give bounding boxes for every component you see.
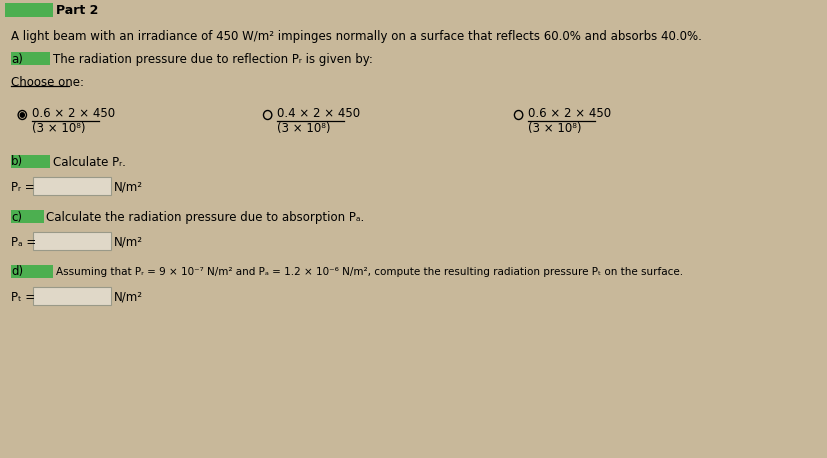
Text: c): c) bbox=[11, 211, 22, 224]
Text: 0.4 × 2 × 450: 0.4 × 2 × 450 bbox=[276, 107, 360, 120]
Text: The radiation pressure due to reflection Pᵣ is given by:: The radiation pressure due to reflection… bbox=[53, 53, 372, 65]
Text: Calculate Pᵣ.: Calculate Pᵣ. bbox=[53, 156, 126, 169]
Text: N/m²: N/m² bbox=[113, 235, 142, 249]
Text: Assuming that Pᵣ = 9 × 10⁻⁷ N/m² and Pₐ = 1.2 × 10⁻⁶ N/m², compute the resulting: Assuming that Pᵣ = 9 × 10⁻⁷ N/m² and Pₐ … bbox=[55, 267, 682, 277]
FancyBboxPatch shape bbox=[11, 52, 50, 65]
Text: Part 2: Part 2 bbox=[55, 5, 98, 17]
Text: a): a) bbox=[11, 53, 23, 65]
Text: N/m²: N/m² bbox=[113, 180, 142, 193]
Text: b): b) bbox=[11, 156, 23, 169]
FancyBboxPatch shape bbox=[11, 265, 53, 278]
Text: (3 × 10⁸): (3 × 10⁸) bbox=[528, 122, 581, 135]
Text: Pᵣ =: Pᵣ = bbox=[11, 181, 35, 194]
Text: 0.6 × 2 × 450: 0.6 × 2 × 450 bbox=[31, 107, 115, 120]
FancyBboxPatch shape bbox=[11, 155, 50, 168]
FancyBboxPatch shape bbox=[32, 232, 111, 250]
FancyBboxPatch shape bbox=[32, 287, 111, 305]
Text: Pₐ =: Pₐ = bbox=[11, 236, 36, 249]
Text: A light beam with an irradiance of 450 W/m² impinges normally on a surface that : A light beam with an irradiance of 450 W… bbox=[11, 30, 701, 43]
Text: d): d) bbox=[11, 266, 23, 278]
Text: Choose one:: Choose one: bbox=[11, 76, 84, 89]
FancyBboxPatch shape bbox=[11, 210, 44, 223]
Circle shape bbox=[20, 113, 24, 117]
Text: (3 × 10⁸): (3 × 10⁸) bbox=[31, 122, 85, 135]
Text: (3 × 10⁸): (3 × 10⁸) bbox=[276, 122, 330, 135]
Text: N/m²: N/m² bbox=[113, 290, 142, 304]
Text: Calculate the radiation pressure due to absorption Pₐ.: Calculate the radiation pressure due to … bbox=[46, 211, 364, 224]
FancyBboxPatch shape bbox=[32, 177, 111, 195]
Text: 0.6 × 2 × 450: 0.6 × 2 × 450 bbox=[528, 107, 610, 120]
Text: Pₜ =: Pₜ = bbox=[11, 291, 36, 304]
FancyBboxPatch shape bbox=[5, 3, 53, 17]
